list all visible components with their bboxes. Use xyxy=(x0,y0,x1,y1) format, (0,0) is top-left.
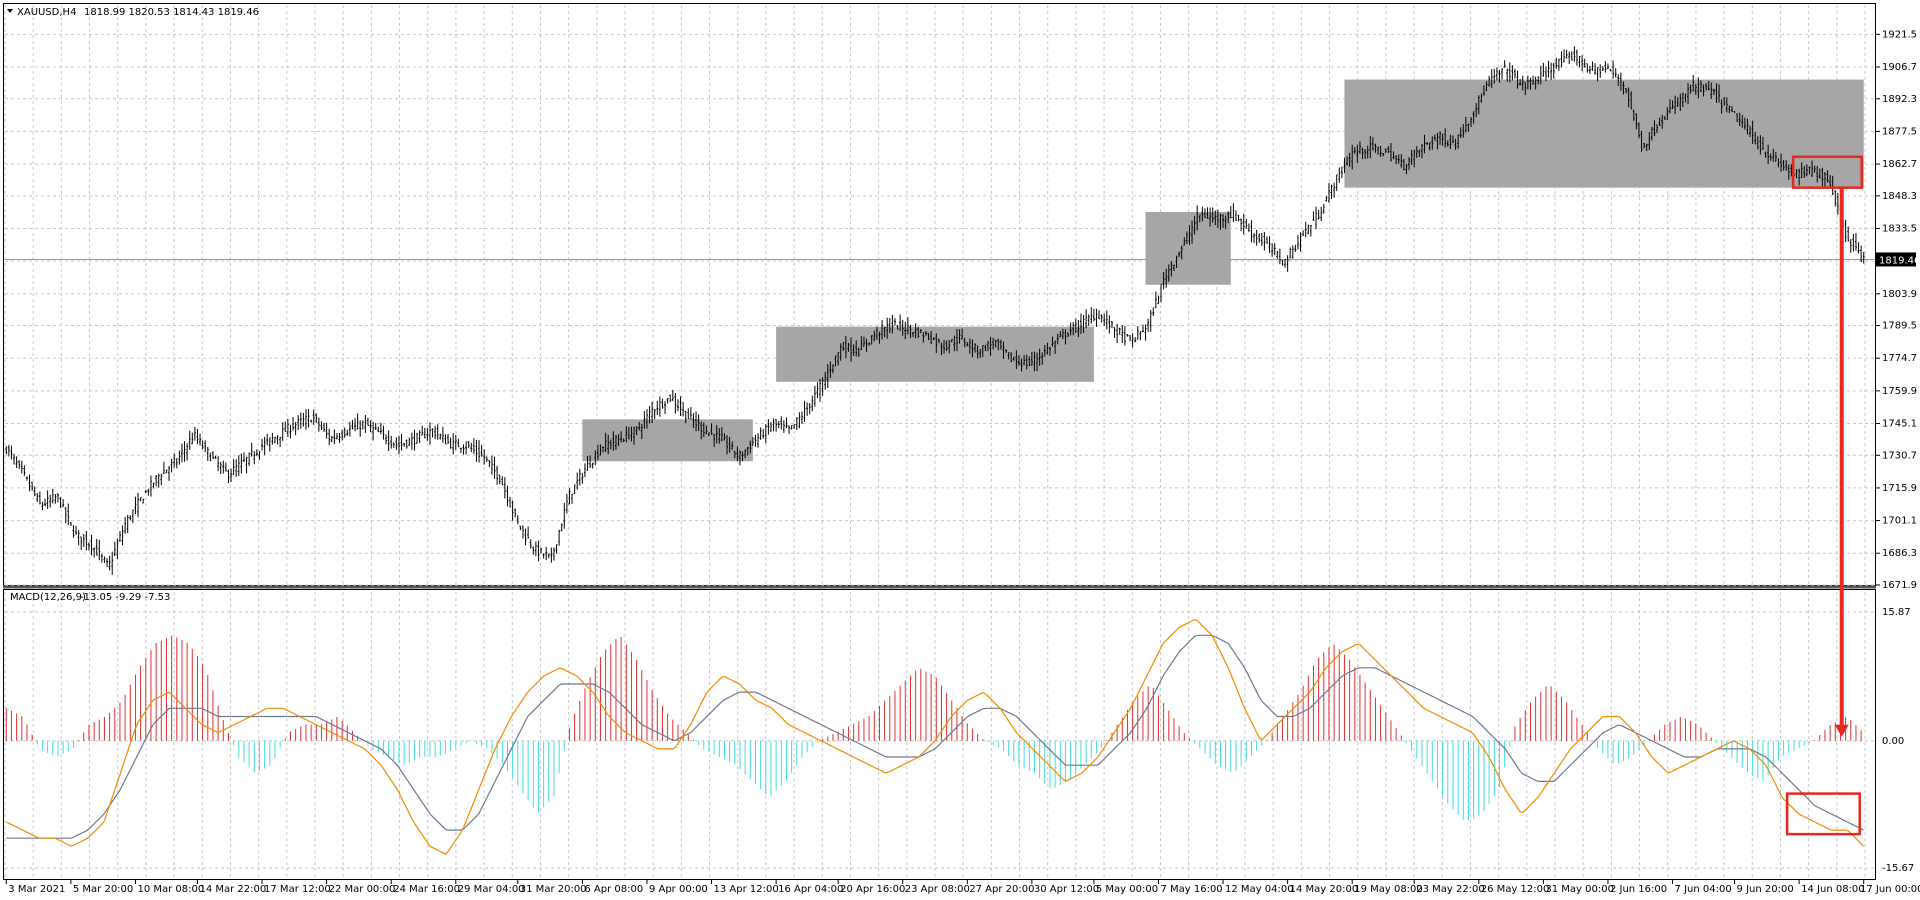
current-price-label: 1819.46 xyxy=(1879,255,1920,266)
time-tick-label: 13 Apr 12:00 xyxy=(714,884,779,895)
macd-tick-label: 0.00 xyxy=(1882,736,1904,747)
macd-indicator xyxy=(5,618,1865,855)
time-tick-label: 24 Mar 16:00 xyxy=(393,884,460,895)
time-tick-label: 6 Apr 08:00 xyxy=(584,884,643,895)
price-tick-label: 1745.1 xyxy=(1882,419,1917,430)
time-tick-label: 17 Jun 00:00 xyxy=(1860,884,1920,895)
consolidation-zone[interactable] xyxy=(1145,211,1231,285)
price-tick-label: 1862.7 xyxy=(1882,159,1917,170)
price-highlight-box xyxy=(1791,155,1863,189)
price-tick-label: 1833.5 xyxy=(1882,223,1917,234)
time-tick-label: 30 Apr 12:00 xyxy=(1034,884,1099,895)
price-tick-label: 1774.7 xyxy=(1882,353,1917,364)
time-tick-label: 20 Apr 16:00 xyxy=(840,884,905,895)
macd-signal-line xyxy=(6,634,1864,839)
price-tick-label: 1877.5 xyxy=(1882,126,1917,137)
time-tick-label: 19 May 08:00 xyxy=(1354,884,1423,895)
time-tick-label: 14 May 20:00 xyxy=(1290,884,1359,895)
dropdown-triangle-icon[interactable] xyxy=(7,9,13,13)
time-tick-label: 17 Mar 12:00 xyxy=(264,884,331,895)
time-tick-label: 2 Jun 16:00 xyxy=(1610,884,1667,895)
time-tick-label: 10 Mar 08:00 xyxy=(137,884,204,895)
ohlc-values: 1818.99 1820.53 1814.43 1819.46 xyxy=(84,7,259,18)
price-tick-label: 1921.5 xyxy=(1882,29,1917,40)
price-axis: 1921.5 1906.7 1892.3 1877.5 1862.7 1848.3 1833… xyxy=(1876,29,1917,874)
price-tick-label: 1789.5 xyxy=(1882,321,1917,332)
time-tick-label: 3 Mar 2021 xyxy=(8,884,65,895)
price-tick-label: 1671.9 xyxy=(1882,580,1917,591)
time-tick-label: 27 Apr 20:00 xyxy=(969,884,1034,895)
time-tick-label: 22 Mar 00:00 xyxy=(329,884,396,895)
macd-label: MACD(12,26,9) xyxy=(10,592,86,603)
price-tick-label: 1715.9 xyxy=(1882,483,1917,494)
macd-main-line xyxy=(6,618,1865,855)
annotations xyxy=(1785,155,1863,836)
time-tick-label: 31 May 00:00 xyxy=(1545,884,1614,895)
symbol-label: XAUUSD,H4 xyxy=(17,7,76,18)
time-tick-label: 16 Apr 04:00 xyxy=(778,884,843,895)
time-tick-label: 14 Mar 22:00 xyxy=(199,884,266,895)
chart-header: XAUUSD,H4 1818.99 1820.53 1814.43 1819.4… xyxy=(7,7,259,18)
arrow-head-icon xyxy=(1834,724,1849,737)
consolidation-zone[interactable] xyxy=(776,326,1094,382)
time-tick-label: 29 Mar 04:00 xyxy=(458,884,525,895)
price-tick-label: 1803.9 xyxy=(1882,289,1917,300)
price-tick-label: 1892.3 xyxy=(1882,94,1917,105)
time-tick-label: 23 Apr 08:00 xyxy=(905,884,970,895)
price-tick-label: 1906.7 xyxy=(1882,62,1917,73)
time-tick-label: 9 Apr 00:00 xyxy=(649,884,708,895)
time-tick-label: 9 Jun 20:00 xyxy=(1737,884,1794,895)
time-tick-label: 14 Jun 08:00 xyxy=(1801,884,1865,895)
price-tick-label: 1730.7 xyxy=(1882,450,1917,461)
time-tick-label: 12 May 04:00 xyxy=(1225,884,1294,895)
consolidation-zones xyxy=(582,79,1864,462)
time-tick-label: 23 May 22:00 xyxy=(1416,884,1485,895)
time-tick-label: 7 Jun 04:00 xyxy=(1675,884,1732,895)
price-tick-label: 1686.3 xyxy=(1882,548,1917,559)
time-tick-label: 7 May 16:00 xyxy=(1160,884,1222,895)
macd-tick-label: -15.67 xyxy=(1882,863,1914,874)
current-price-badge: 1819.46 xyxy=(1876,252,1920,267)
price-tick-label: 1759.9 xyxy=(1882,386,1917,397)
macd-header: MACD(12,26,9) -13.05 -9.29 -7.53 xyxy=(10,592,170,603)
consolidation-zone[interactable] xyxy=(1344,79,1864,188)
time-tick-label: 31 Mar 20:00 xyxy=(520,884,587,895)
macd-tick-label: 15.87 xyxy=(1882,607,1911,618)
price-tick-label: 1848.3 xyxy=(1882,191,1917,202)
time-tick-label: 26 May 12:00 xyxy=(1481,884,1550,895)
time-tick-label: 5 May 00:00 xyxy=(1096,884,1158,895)
candles xyxy=(5,46,1865,575)
time-tick-label: 5 Mar 20:00 xyxy=(73,884,133,895)
macd-highlight-box xyxy=(1785,792,1861,836)
price-tick-label: 1701.1 xyxy=(1882,516,1917,527)
macd-values: -13.05 -9.29 -7.53 xyxy=(80,592,170,603)
